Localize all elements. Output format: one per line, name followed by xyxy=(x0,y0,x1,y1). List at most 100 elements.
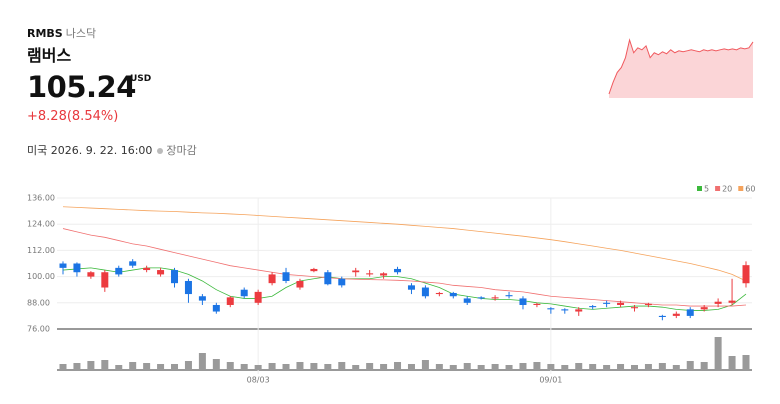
volume-bar xyxy=(449,365,457,370)
volume-bar xyxy=(686,361,694,370)
candle-body xyxy=(630,307,638,309)
stock-name: 램버스 xyxy=(27,46,72,65)
candle-body xyxy=(366,273,374,275)
volume-bar xyxy=(742,355,750,370)
candle-body xyxy=(714,301,722,304)
candle-body xyxy=(672,313,680,316)
candle-body xyxy=(171,270,179,284)
datetime-line: 미국 2026. 9. 22. 16:00 장마감 xyxy=(27,142,197,158)
volume-bar xyxy=(533,362,541,370)
candle-body xyxy=(491,297,499,299)
candle-body xyxy=(505,295,513,297)
legend-swatch xyxy=(738,186,744,191)
candle-body xyxy=(658,315,666,317)
candle-body xyxy=(421,287,429,297)
candle-body xyxy=(477,297,485,299)
sparkline-area xyxy=(609,40,753,98)
volume-bar xyxy=(394,362,402,370)
candle-body xyxy=(143,267,151,271)
volume-bar xyxy=(73,363,81,370)
volume-bar xyxy=(658,363,666,370)
volume-bar xyxy=(254,365,262,370)
candle-body xyxy=(561,309,569,311)
legend-label: 20 xyxy=(722,185,732,194)
volume-bar xyxy=(714,337,722,370)
candle-body xyxy=(603,302,611,304)
candle-body xyxy=(617,302,625,305)
volume-bar xyxy=(505,365,513,370)
volume-bar xyxy=(700,362,708,370)
candle-body xyxy=(240,289,248,297)
volume-bar xyxy=(672,365,680,370)
legend-swatch xyxy=(697,186,702,191)
volume-bar xyxy=(644,364,652,370)
candle-body xyxy=(310,268,318,272)
volume-bar xyxy=(226,362,234,370)
candle-body xyxy=(324,272,332,285)
candle-body xyxy=(700,307,708,310)
volume-bar xyxy=(59,364,67,370)
candle-body xyxy=(352,270,360,273)
candle-body xyxy=(73,263,81,273)
candle-body xyxy=(59,263,67,268)
candle-body xyxy=(129,261,137,266)
candle-body xyxy=(533,303,541,305)
candle-body xyxy=(686,309,694,316)
candle-body xyxy=(198,296,206,301)
volume-bar xyxy=(101,360,109,370)
datetime: 미국 2026. 9. 22. 16:00 xyxy=(27,144,153,157)
sparkline-line xyxy=(608,38,754,95)
volume-bar xyxy=(561,365,569,370)
change-pct: (8.54%) xyxy=(66,109,119,124)
x-tick-label: 09/01 xyxy=(539,376,562,385)
volume-bar xyxy=(519,363,527,370)
ticker: RMBS xyxy=(27,27,63,40)
volume-bar xyxy=(282,364,290,370)
volume-bar xyxy=(129,362,137,370)
y-tick-label: 124.00 xyxy=(27,220,55,229)
volume-bar xyxy=(352,365,360,370)
volume-bar xyxy=(212,359,220,370)
volume-bar xyxy=(547,364,555,370)
candle-body xyxy=(212,304,220,312)
candle-body xyxy=(449,292,457,297)
legend-swatch xyxy=(715,186,721,191)
volume-bar xyxy=(380,364,388,370)
volume-bar xyxy=(296,362,304,370)
currency: USD xyxy=(130,74,152,84)
candle-body xyxy=(101,272,109,288)
market-status: 장마감 xyxy=(166,144,197,157)
ma-line xyxy=(62,267,747,311)
candle-body xyxy=(282,272,290,281)
candle-body xyxy=(575,309,583,312)
ma-line xyxy=(62,228,747,307)
candle-body xyxy=(547,308,555,310)
y-tick-label: 76.00 xyxy=(27,325,50,334)
volume-bar xyxy=(157,364,165,370)
candle-body xyxy=(380,273,388,276)
candle-body xyxy=(394,268,402,273)
candle-body xyxy=(268,274,276,284)
volume-bar xyxy=(143,363,151,370)
volume-bar xyxy=(630,365,638,370)
candle-body xyxy=(742,265,750,284)
candle-body xyxy=(463,298,471,303)
volume-bar xyxy=(435,364,443,370)
volume-bar xyxy=(240,364,248,370)
candle-body xyxy=(296,280,304,288)
volume-bar xyxy=(115,365,123,370)
volume-bar xyxy=(324,364,332,370)
candle-body xyxy=(644,303,652,305)
x-tick-label: 08/03 xyxy=(247,376,270,385)
candle-body xyxy=(519,298,527,305)
volume-bar xyxy=(617,364,625,370)
volume-bar xyxy=(310,363,318,370)
candle-body xyxy=(157,270,165,275)
volume-bar xyxy=(477,365,485,370)
volume-bar xyxy=(491,364,499,370)
volume-bar xyxy=(268,363,276,370)
price: 105.24 xyxy=(27,70,136,104)
candle-body xyxy=(87,272,95,277)
